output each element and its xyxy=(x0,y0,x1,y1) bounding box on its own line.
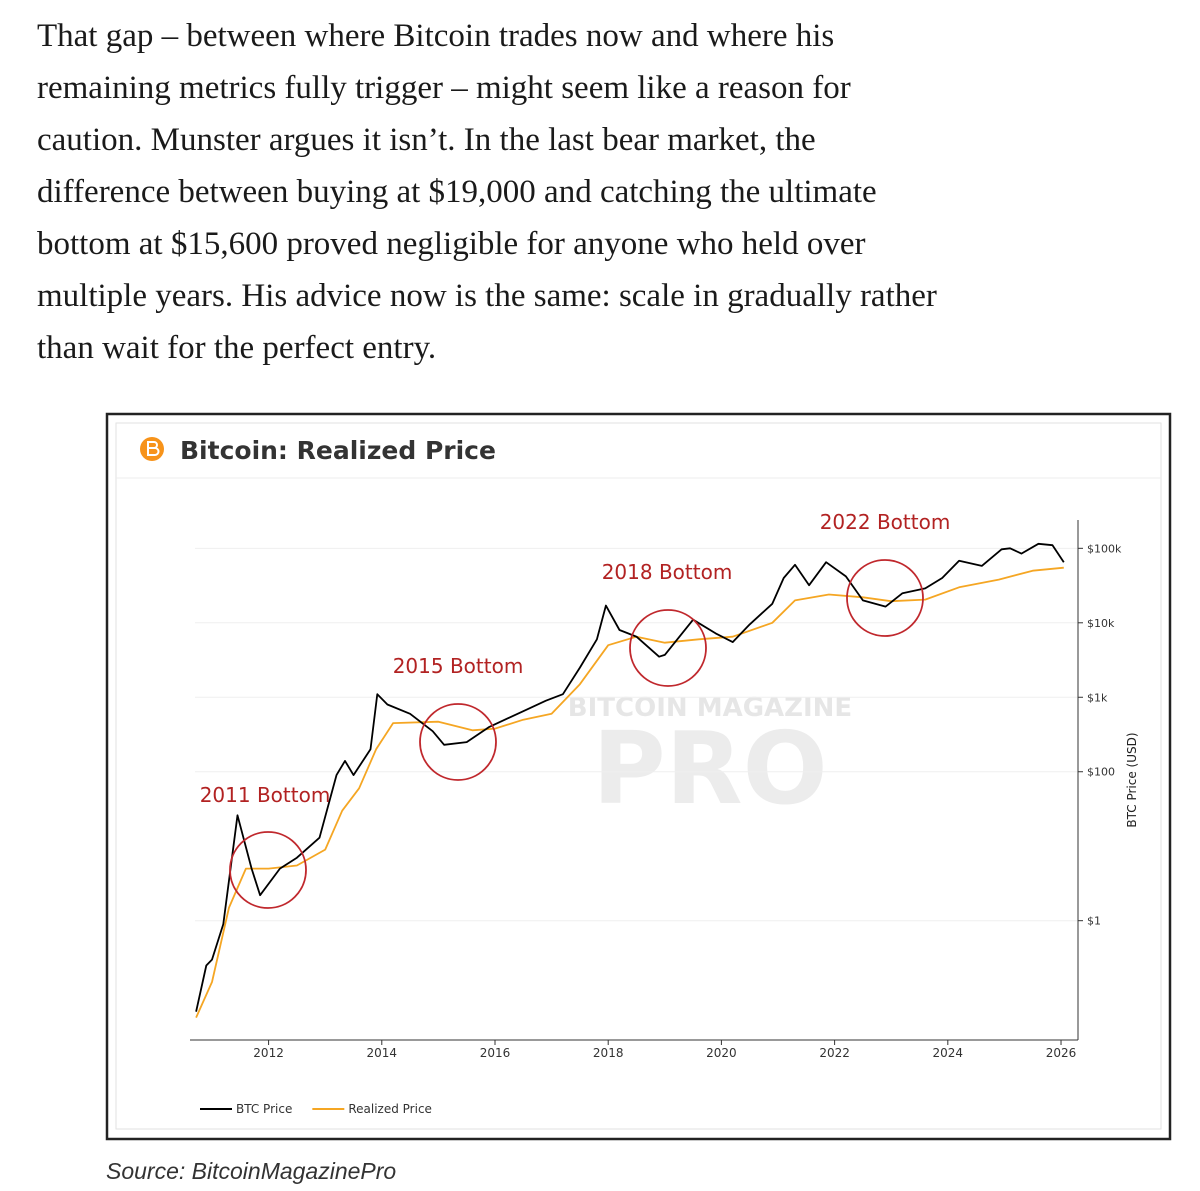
annotation: 2022 Bottom xyxy=(820,510,951,534)
annotation: 2015 Bottom xyxy=(393,654,524,678)
series-line xyxy=(195,566,1064,1018)
x-tick-label: 2012 xyxy=(253,1046,284,1060)
y-tick-label: $1 xyxy=(1087,915,1101,928)
y-axis-label: BTC Price (USD) xyxy=(1125,732,1139,827)
series-line xyxy=(195,542,1065,1012)
y-tick-label: $100 xyxy=(1087,766,1115,779)
paragraph-line: multiple years. His advice now is the sa… xyxy=(37,278,937,314)
x-tick-label: 2024 xyxy=(933,1046,964,1060)
x-tick-label: 2016 xyxy=(480,1046,511,1060)
chart-title: Bitcoin: Realized Price xyxy=(180,436,496,465)
bitcoin-icon-glyph xyxy=(147,441,160,456)
y-tick-label: $1k xyxy=(1087,691,1108,704)
legend-label: Realized Price xyxy=(348,1102,432,1116)
x-tick-label: 2022 xyxy=(819,1046,850,1060)
annotation: 2018 Bottom xyxy=(602,560,733,584)
watermark: BITCOIN MAGAZINE xyxy=(568,693,852,723)
bottom-circle xyxy=(229,831,307,909)
paragraph-line: difference between buying at $19,000 and… xyxy=(37,174,877,210)
paragraph-line: That gap – between where Bitcoin trades … xyxy=(37,18,834,54)
chart-frame xyxy=(105,412,1172,1141)
paragraph-line: remaining metrics fully trigger – might … xyxy=(37,70,851,106)
y-tick-label: $10k xyxy=(1087,617,1115,630)
x-tick-label: 2018 xyxy=(593,1046,624,1060)
x-tick-label: 2014 xyxy=(367,1046,398,1060)
paragraph-line: bottom at $15,600 proved negligible for … xyxy=(37,226,865,262)
x-tick-label: 2020 xyxy=(706,1046,737,1060)
bottom-circle xyxy=(629,609,707,687)
x-tick-label: 2026 xyxy=(1046,1046,1077,1060)
paragraph-line: caution. Munster argues it isn’t. In the… xyxy=(37,122,816,158)
bottom-circle xyxy=(419,703,497,781)
chart-inner-frame xyxy=(115,422,1162,1130)
bottom-circle xyxy=(846,559,924,637)
legend-label: BTC Price xyxy=(236,1102,292,1116)
annotation: 2011 Bottom xyxy=(200,783,331,807)
y-tick-label: $100k xyxy=(1087,542,1122,555)
paragraph-line: than wait for the perfect entry. xyxy=(37,330,436,366)
watermark: PRO xyxy=(592,710,827,827)
source-caption: Source: BitcoinMagazinePro xyxy=(106,1158,396,1184)
